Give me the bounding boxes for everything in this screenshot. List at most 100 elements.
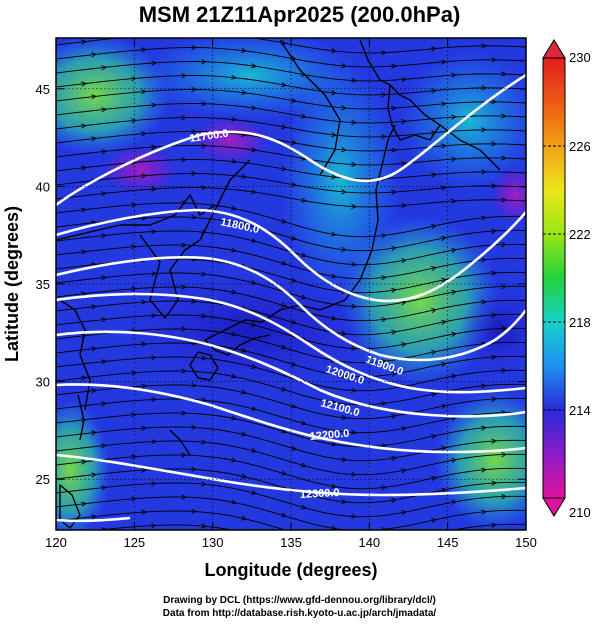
streamline-arrow [381,317,388,323]
streamline-arrow [481,299,488,305]
lat-tick-label: 30 [36,375,50,390]
streamline-arrow [301,504,307,510]
colorbar-tick-label: 222 [569,227,591,242]
contour-label-12200: 12200.0 [309,428,350,443]
streamline-arrow [101,401,108,407]
streamline-arrow [181,284,188,290]
streamline-arrow [381,233,388,239]
contour-12200 [56,383,526,454]
streamline-arrow [101,443,108,449]
lon-tick-label: 125 [123,535,145,550]
streamline-arrow [241,47,248,54]
colorbar-tick-label: 214 [569,403,591,418]
streamline-arrow [401,118,408,125]
streamline-arrow [191,128,198,135]
lon-tick-label: 135 [280,535,302,550]
streamline-arrow [301,252,307,258]
streamline-arrow [491,270,498,276]
temperature-field [56,38,526,530]
streamline-arrow [491,480,498,486]
streamline-arrow [201,59,208,65]
streamline-arrow [401,553,406,557]
streamline-arrow [181,410,188,416]
streamline-arrow [441,403,448,409]
streamline-arrow [301,462,307,468]
streamline [56,496,526,530]
streamline-arrow [491,141,498,147]
streamline-arrow [201,523,208,529]
colorbar-tick-label: 210 [569,505,591,520]
streamline-arrow [251,364,258,370]
streamline-arrow [430,265,437,272]
streamline-arrow [151,313,158,319]
streamline-arrow [201,143,208,149]
streamline-arrow [131,286,138,292]
streamline-arrow [531,45,536,49]
streamline-arrow [351,387,358,393]
streamline-arrow [491,228,498,234]
streamline-arrow [501,113,508,119]
streamline-arrow [381,359,388,365]
streamline-arrow [331,174,338,180]
streamline-arrow [451,247,458,253]
streamline-arrow [201,481,208,487]
streamline-arrow [351,345,358,351]
streamline-arrow [181,32,186,36]
streamline-arrow [381,275,388,281]
streamline-arrow [441,529,442,530]
streamline-arrow [231,158,238,164]
streamline-arrow [431,172,438,178]
streamline-arrow [451,156,458,162]
streamline-arrow [251,532,256,536]
streamline-arrow [281,470,288,476]
streamline-arrow [351,203,358,210]
colorbar-tick-label: 226 [569,139,591,154]
streamline-arrow [281,302,288,308]
streamline-arrow [441,235,448,241]
streamline-arrow [430,307,437,314]
streamline-arrow [501,197,508,203]
streamline-arrow [451,198,458,204]
streamline-arrow [201,397,208,403]
lon-tick-label: 130 [202,535,224,550]
streamline-arrow [151,523,158,529]
streamline-arrow [491,522,498,528]
streamline-arrow [491,183,498,189]
streamline-arrow [341,456,348,463]
streamline-arrow [481,215,488,221]
streamline-arrow [531,382,536,386]
streamline-arrow [441,185,448,191]
streamline-arrow [191,214,198,220]
streamline-arrow [91,136,98,142]
streamline-arrow [91,52,98,58]
streamline-arrow [341,498,348,505]
streamline-arrow [431,88,438,94]
streamline-arrow [401,510,408,516]
streamline-arrow [381,50,388,56]
contour-12000 [56,292,526,394]
lon-tick-label: 120 [45,535,67,550]
streamline [56,272,526,308]
streamline-arrow [91,430,98,436]
streamline-arrow [401,258,408,264]
streamline-arrow [231,499,238,505]
colorbar-tick-label: 230 [569,50,591,65]
colorbar-max-arrow [542,39,566,59]
lon-tick-label: 150 [515,535,537,550]
colorbar-tick-label: 218 [569,315,591,330]
streamline-arrow [351,161,358,168]
streamline-arrow [531,129,536,133]
streamline-arrow [131,76,138,82]
streamline-arrow [151,229,158,235]
streamline-arrow [451,114,458,120]
streamline-arrow [251,105,258,111]
streamline-arrow [81,501,88,507]
streamline-arrow [501,283,508,290]
streamline-arrow [281,386,288,392]
chart-title: MSM 21Z11Apr2025 (200.0hPa) [138,2,461,27]
streamline-arrow [291,235,298,241]
x-axis-title: Longitude (degrees) [204,560,377,580]
streamline-arrow [231,331,238,337]
streamline-arrow [430,433,437,440]
streamline-arrow [331,399,338,405]
